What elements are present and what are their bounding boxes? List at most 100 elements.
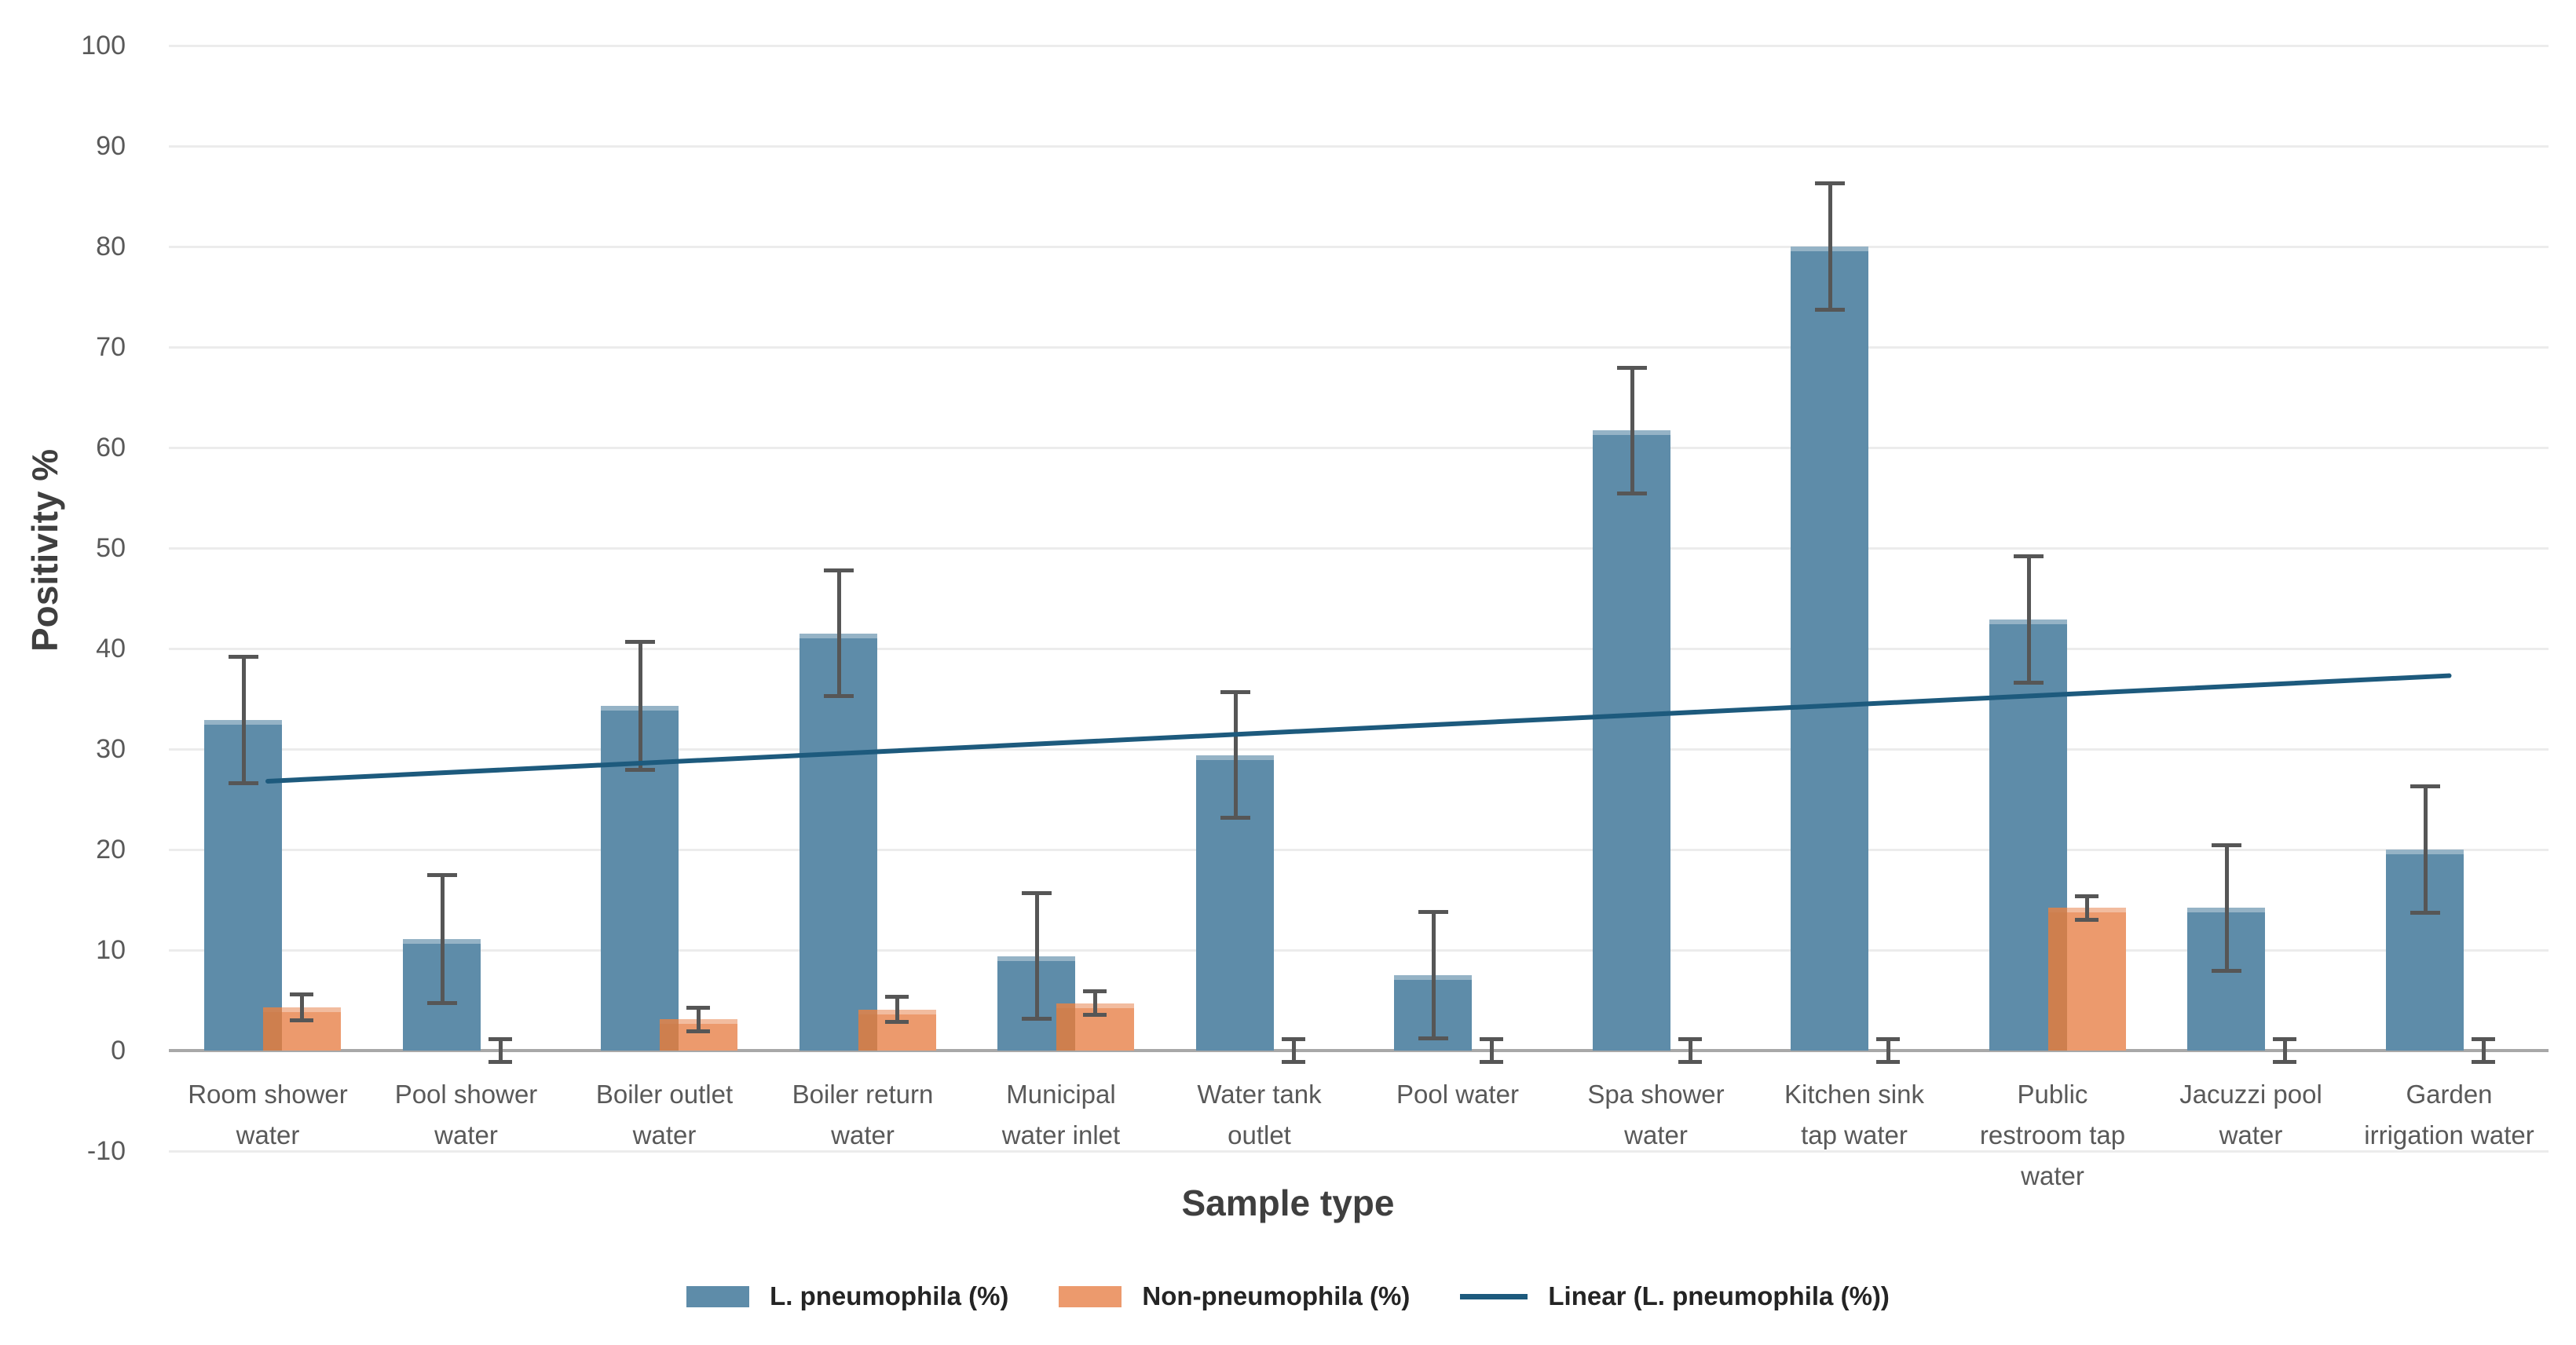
error-bar-cap bbox=[1480, 1036, 1503, 1041]
y-tick-label: 0 bbox=[111, 1036, 126, 1065]
error-bar-cap bbox=[686, 1005, 710, 1010]
error-bar-cap bbox=[488, 1060, 512, 1065]
error-bar-line bbox=[300, 994, 304, 1021]
error-bar-line bbox=[1828, 183, 1832, 310]
error-bar-cap bbox=[229, 780, 258, 785]
error-bar-cap bbox=[1418, 910, 1448, 915]
x-category-label: Pool water bbox=[1396, 1080, 1519, 1109]
gridline bbox=[169, 547, 2549, 550]
error-bar-line bbox=[2026, 556, 2031, 683]
legend-item-non-pneumophila: Non-pneumophila (%) bbox=[1059, 1281, 1410, 1311]
error-bar-cap bbox=[290, 1018, 313, 1022]
error-bar-cap bbox=[290, 992, 313, 997]
x-category-label: Spa shower water bbox=[1587, 1080, 1725, 1149]
error-bar-line bbox=[1233, 692, 1238, 819]
x-axis-title: Sample type bbox=[1181, 1182, 1395, 1223]
y-tick-label: 10 bbox=[96, 935, 126, 965]
error-bar-cap bbox=[686, 1029, 710, 1033]
gridline bbox=[169, 346, 2549, 349]
error-bar-line bbox=[498, 1038, 503, 1063]
x-category-label: Boiler outlet water bbox=[595, 1080, 734, 1149]
error-bar-cap bbox=[1876, 1060, 1900, 1065]
error-bar-cap bbox=[488, 1036, 512, 1041]
legend-item-l-pneumophila: L. pneumophila (%) bbox=[686, 1281, 1008, 1311]
legend-item-linear-trend: Linear (L. pneumophila (%)) bbox=[1460, 1281, 1890, 1311]
gridline bbox=[169, 648, 2549, 650]
bar-l-pneumophila bbox=[1592, 430, 1670, 1051]
error-bar-cap bbox=[1616, 491, 1647, 495]
error-bar-cap bbox=[2074, 894, 2098, 898]
bar-overlap-shade bbox=[2047, 908, 2067, 1051]
error-bar-cap bbox=[426, 873, 457, 877]
bar-overlap-shade bbox=[263, 1007, 282, 1051]
error-bar-line bbox=[1291, 1038, 1296, 1063]
error-bar-cap bbox=[229, 655, 258, 660]
y-tick-label: 90 bbox=[96, 131, 126, 161]
error-bar-cap bbox=[1022, 1017, 1052, 1022]
error-bar-cap bbox=[2212, 968, 2241, 973]
y-tick-label: 50 bbox=[96, 533, 126, 563]
error-bar-cap bbox=[1815, 307, 1845, 312]
error-bar-line bbox=[242, 656, 246, 784]
bar-l-pneumophila bbox=[1791, 247, 1868, 1051]
error-bar-line bbox=[2481, 1038, 2486, 1063]
legend-swatch-l-pneumophila bbox=[686, 1285, 750, 1307]
error-bar-cap bbox=[1022, 891, 1052, 896]
error-bar-cap bbox=[625, 767, 655, 772]
x-axis-line bbox=[169, 1049, 2549, 1052]
error-bar-cap bbox=[2013, 680, 2044, 685]
trendline bbox=[265, 673, 2452, 784]
gridline bbox=[169, 849, 2549, 851]
gridline bbox=[169, 748, 2549, 751]
error-bar-cap bbox=[625, 640, 655, 645]
gridline bbox=[169, 1150, 2549, 1153]
gridline bbox=[169, 45, 2549, 47]
error-bar-line bbox=[1035, 893, 1039, 1020]
gridline bbox=[169, 145, 2549, 148]
bar-overlap-shade bbox=[858, 1009, 877, 1051]
error-bar-line bbox=[2225, 844, 2229, 971]
error-bar-cap bbox=[1083, 989, 1107, 994]
error-bar-cap bbox=[823, 568, 854, 573]
legend-swatch-non-pneumophila bbox=[1059, 1285, 1122, 1307]
x-category-label: Water tank outlet bbox=[1197, 1080, 1322, 1149]
error-bar-cap bbox=[1678, 1060, 1702, 1065]
error-bar-cap bbox=[2273, 1036, 2296, 1041]
error-bar-cap bbox=[1220, 816, 1250, 821]
y-tick-label: 30 bbox=[96, 734, 126, 764]
error-bar-cap bbox=[1281, 1060, 1305, 1065]
legend-label-linear-trend: Linear (L. pneumophila (%)) bbox=[1548, 1281, 1890, 1310]
x-category-label: Room shower water bbox=[188, 1080, 348, 1149]
error-bar-line bbox=[697, 1007, 701, 1032]
x-category-label: Garden irrigation water bbox=[2364, 1080, 2534, 1149]
error-bar-cap bbox=[1616, 365, 1647, 370]
y-tick-label: 40 bbox=[96, 634, 126, 663]
error-bar-cap bbox=[2410, 910, 2440, 915]
x-category-label: Municipal water inlet bbox=[1001, 1080, 1121, 1149]
legend: L. pneumophila (%) Non-pneumophila (%) L… bbox=[0, 1281, 2576, 1311]
x-category-label: Public restroom tap water bbox=[1979, 1080, 2126, 1190]
error-bar-line bbox=[440, 875, 445, 1003]
error-bar-line bbox=[895, 996, 899, 1023]
gridline bbox=[169, 949, 2549, 952]
y-tick-label: -10 bbox=[86, 1136, 126, 1166]
error-bar-cap bbox=[1083, 1013, 1107, 1018]
error-bar-cap bbox=[1220, 690, 1250, 695]
x-category-label: Jacuzzi pool water bbox=[2179, 1080, 2322, 1149]
error-bar-cap bbox=[1281, 1036, 1305, 1041]
y-tick-label: 20 bbox=[96, 835, 126, 864]
error-bar-cap bbox=[426, 1000, 457, 1005]
error-bar-cap bbox=[884, 994, 909, 999]
x-category-label: Pool shower water bbox=[394, 1080, 538, 1149]
error-bar-cap bbox=[2471, 1060, 2495, 1065]
error-bar-line bbox=[1688, 1038, 1692, 1063]
gridline bbox=[169, 246, 2549, 248]
error-bar-cap bbox=[2410, 784, 2440, 789]
gridline bbox=[169, 447, 2549, 449]
y-tick-label: 60 bbox=[96, 433, 126, 462]
error-bar-cap bbox=[2471, 1036, 2495, 1041]
error-bar-cap bbox=[2074, 917, 2098, 922]
error-bar-line bbox=[1432, 912, 1436, 1039]
error-bar-cap bbox=[1815, 181, 1845, 186]
